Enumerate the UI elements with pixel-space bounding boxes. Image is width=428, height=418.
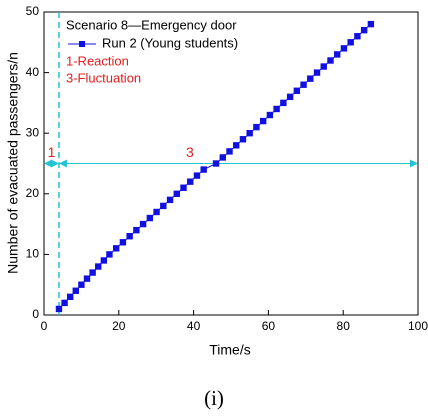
annotation: 1 <box>48 144 56 160</box>
legend-label: Run 2 (Young students) <box>102 35 238 50</box>
marker <box>173 190 180 197</box>
marker <box>340 45 348 52</box>
x-tick-label: 20 <box>112 319 126 333</box>
x-tick-label: 60 <box>262 319 276 333</box>
marker <box>313 69 321 76</box>
marker <box>133 226 140 234</box>
marker <box>187 178 194 185</box>
marker <box>280 99 287 107</box>
marker <box>286 93 294 101</box>
marker <box>300 81 307 88</box>
marker <box>347 39 354 46</box>
marker <box>61 299 68 307</box>
marker <box>246 130 253 137</box>
marker <box>239 136 247 143</box>
annotation: 3-Fluctuation <box>66 70 141 85</box>
legend-title: Scenario 8—Emergency door <box>66 17 237 32</box>
marker <box>55 305 63 313</box>
marker <box>354 33 361 40</box>
marker <box>273 105 280 113</box>
x-tick-label: 0 <box>41 319 48 333</box>
marker <box>212 160 220 167</box>
annotation: 3 <box>186 144 194 160</box>
marker <box>83 275 91 282</box>
y-tick-label: 50 <box>26 4 40 18</box>
marker <box>360 26 368 34</box>
marker <box>259 117 267 125</box>
marker <box>72 287 79 294</box>
y-tick-label: 20 <box>26 186 40 200</box>
marker <box>233 142 240 149</box>
x-tick-label: 80 <box>337 319 351 333</box>
y-axis-label: Number of evacuated passengers/n <box>5 52 21 274</box>
marker <box>89 269 96 276</box>
marker <box>100 257 108 264</box>
marker <box>119 239 127 246</box>
marker <box>95 263 102 270</box>
marker <box>320 63 327 70</box>
marker <box>126 233 133 240</box>
marker <box>153 208 160 216</box>
marker <box>160 202 167 210</box>
marker <box>166 196 174 204</box>
marker <box>367 20 375 28</box>
marker <box>266 111 274 119</box>
legend-marker <box>79 41 85 47</box>
marker <box>146 214 154 222</box>
marker <box>180 184 187 191</box>
marker <box>66 293 74 301</box>
marker <box>307 75 314 82</box>
annotation: 1-Reaction <box>66 53 129 68</box>
marker <box>112 245 120 252</box>
marker <box>139 220 147 228</box>
caption: (i) <box>204 386 224 410</box>
marker <box>200 166 207 173</box>
y-tick-label: 0 <box>32 307 39 321</box>
marker <box>334 51 341 58</box>
marker <box>78 281 85 288</box>
x-axis-label: Time/s <box>209 342 250 358</box>
y-tick-label: 30 <box>26 125 40 139</box>
marker <box>193 172 201 179</box>
marker <box>226 148 233 155</box>
y-tick-label: 40 <box>26 65 40 79</box>
marker <box>327 57 334 64</box>
x-tick-label: 40 <box>187 319 201 333</box>
y-tick-label: 10 <box>26 247 40 261</box>
marker <box>293 87 301 94</box>
marker <box>219 154 226 161</box>
marker <box>253 123 260 131</box>
x-tick-label: 100 <box>408 319 428 333</box>
marker <box>106 251 113 258</box>
